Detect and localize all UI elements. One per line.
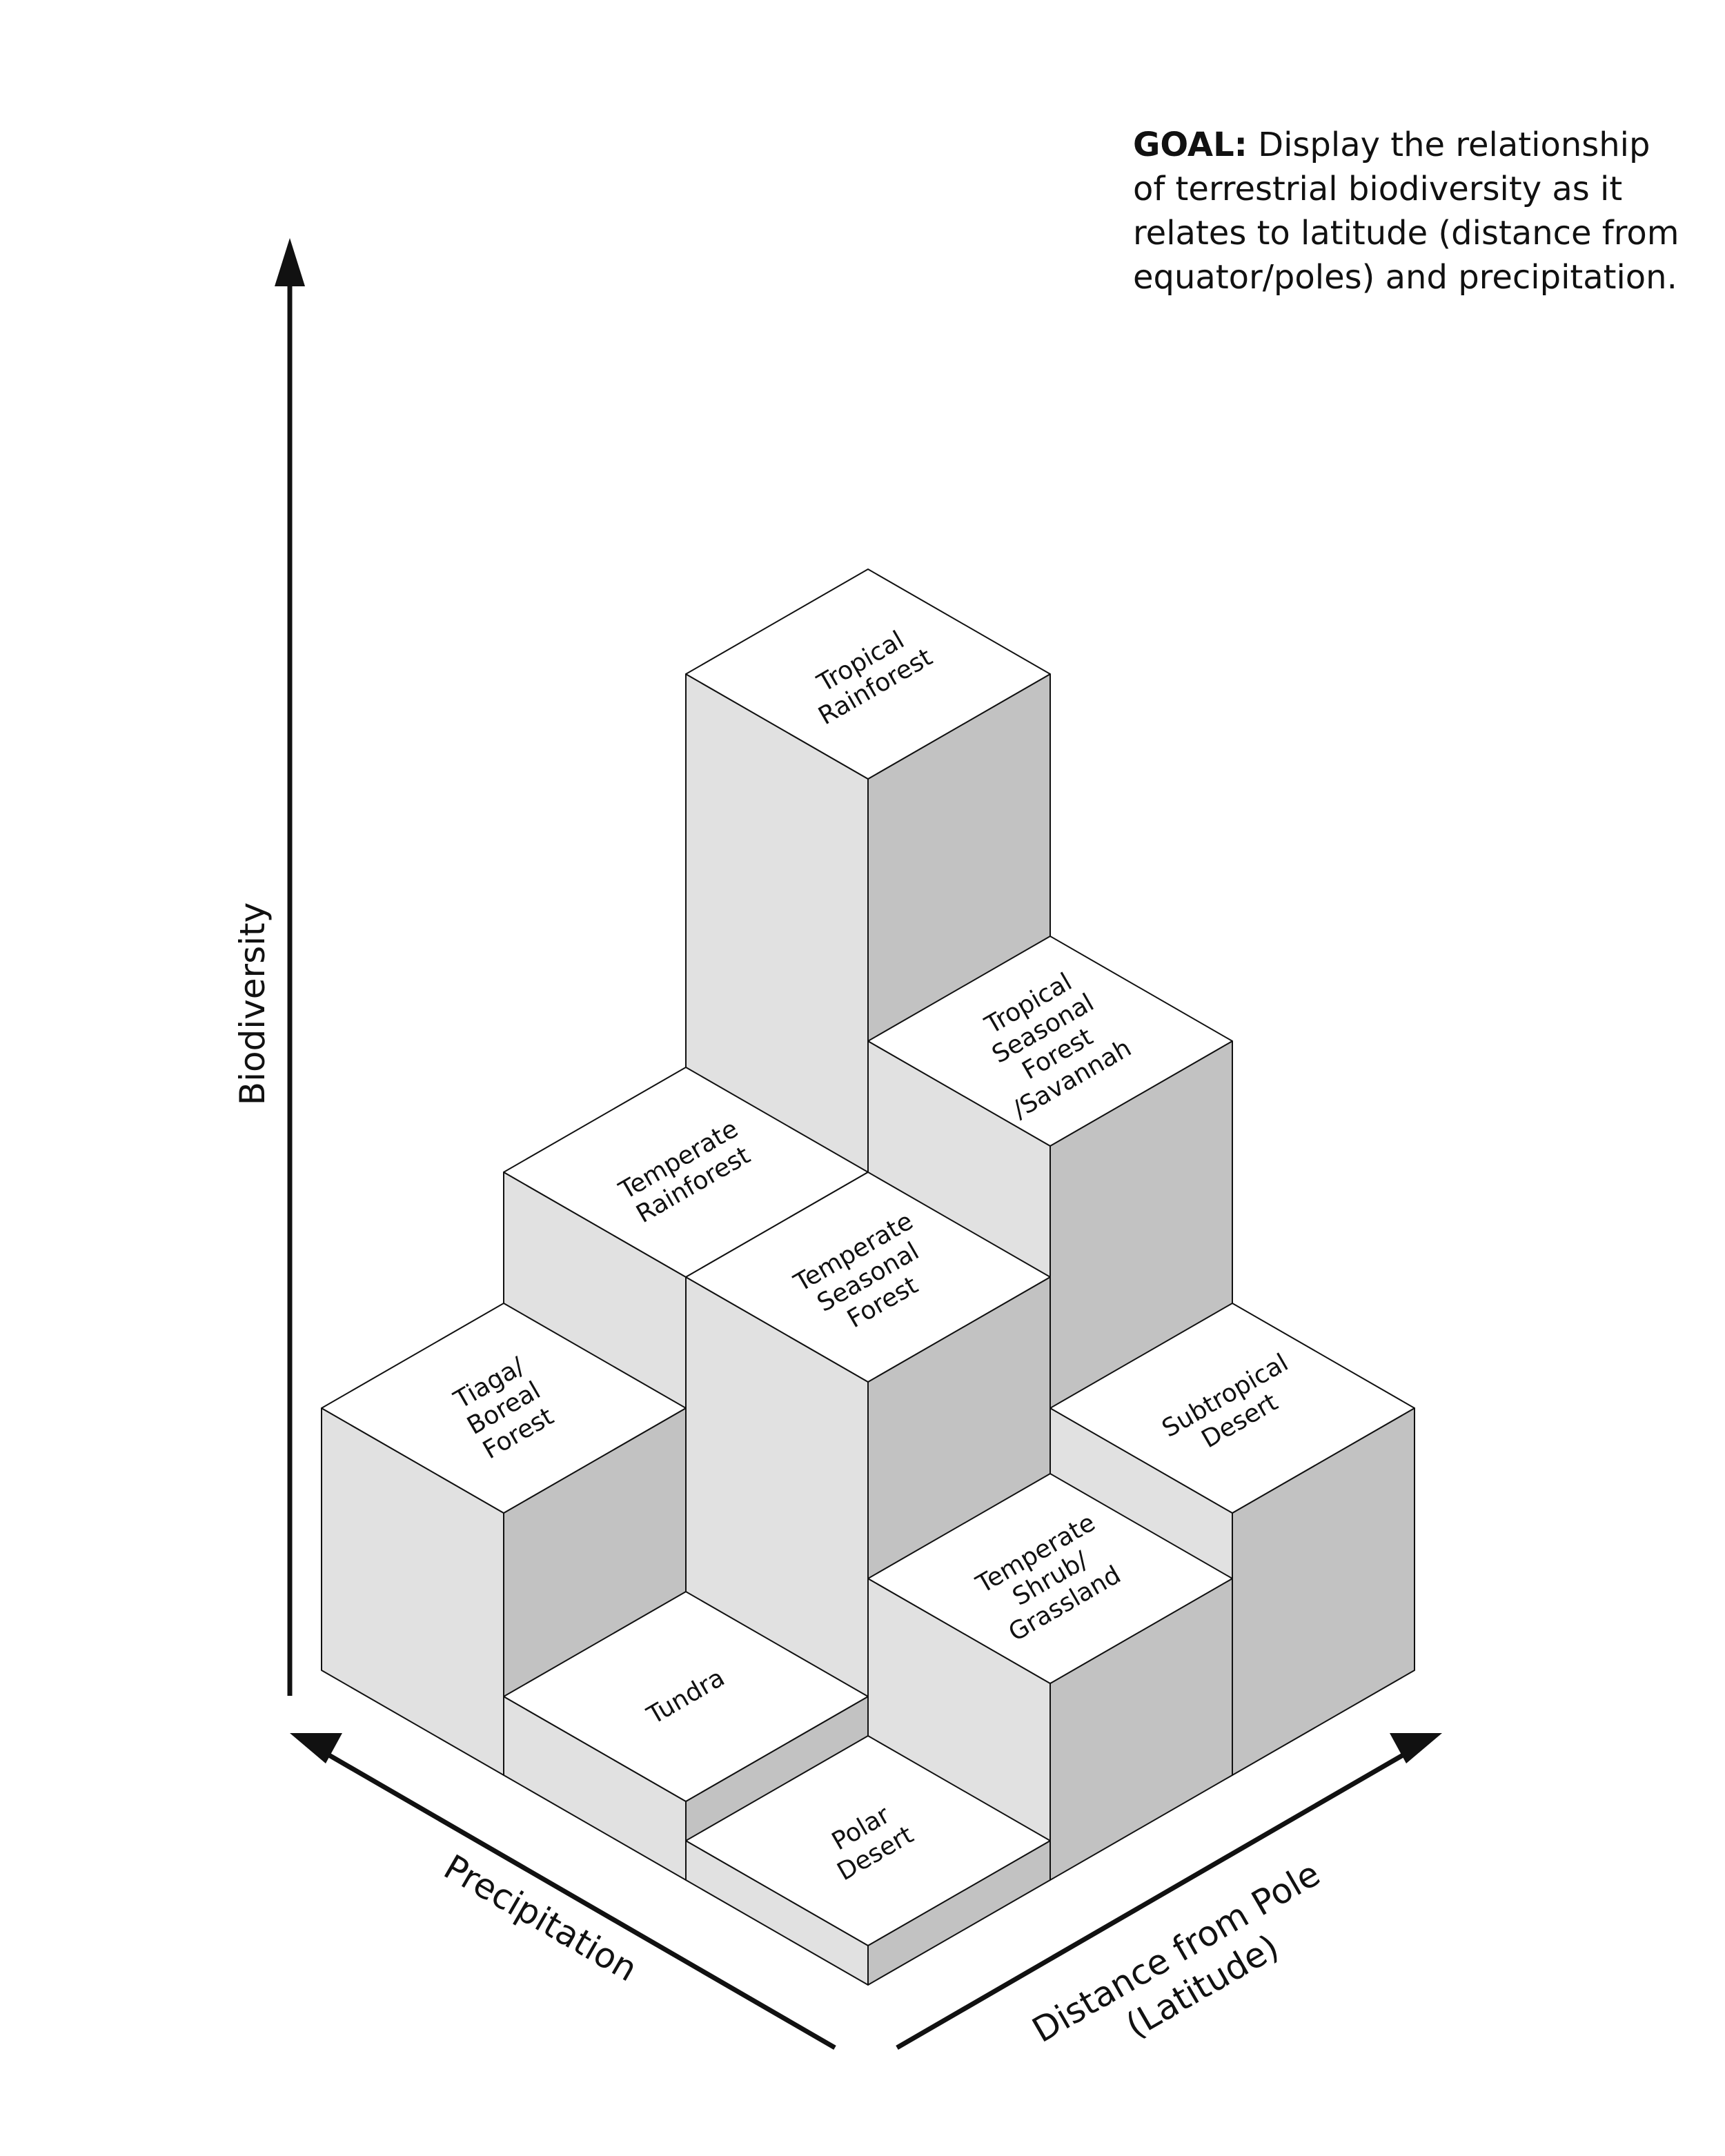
goal-text: GOAL: Display the relationship of terres…	[1133, 123, 1685, 299]
precipitation-axis-arrowhead	[290, 1733, 342, 1763]
biodiversity-axis-arrowhead	[275, 238, 305, 286]
block-top-face	[321, 1303, 687, 1514]
biodiversity-axis-label: Biodiversity	[233, 902, 273, 1105]
block-top-face	[1049, 1303, 1415, 1514]
goal-heading: GOAL:	[1133, 126, 1248, 164]
block-tiaga-boreal-forest: Tiaga/BorealForest	[321, 1303, 687, 1776]
latitude-axis-label: Distance from Pole (Latitude)	[1025, 1848, 1357, 2088]
biome-blocks: TropicalRainforestTropicalSeasonalForest…	[321, 568, 1415, 1986]
latitude-axis-line	[896, 1750, 1409, 2050]
block-top-face	[867, 936, 1233, 1147]
block-top-face	[685, 1735, 1051, 1946]
block-temperate-shrub-grassland: TemperateShrub/Grassland	[867, 1473, 1233, 1881]
goal-body: Display the relationship of terrestrial …	[1133, 126, 1679, 297]
block-tundra: Tundra	[503, 1591, 869, 1881]
block-top-face	[867, 1473, 1233, 1684]
biome-label-temperate-shrub-grassland: TemperateShrub/Grassland	[971, 1509, 1129, 1650]
block-top-face	[685, 568, 1051, 780]
block-polar-desert: PolarDesert	[685, 1735, 1051, 1986]
biome-label-polar-desert: PolarDesert	[818, 1796, 918, 1887]
precipitation-axis-line	[323, 1750, 836, 2050]
latitude-axis-arrowhead	[1390, 1733, 1442, 1763]
block-top-face	[685, 1171, 1051, 1383]
block-top-face	[503, 1591, 869, 1802]
